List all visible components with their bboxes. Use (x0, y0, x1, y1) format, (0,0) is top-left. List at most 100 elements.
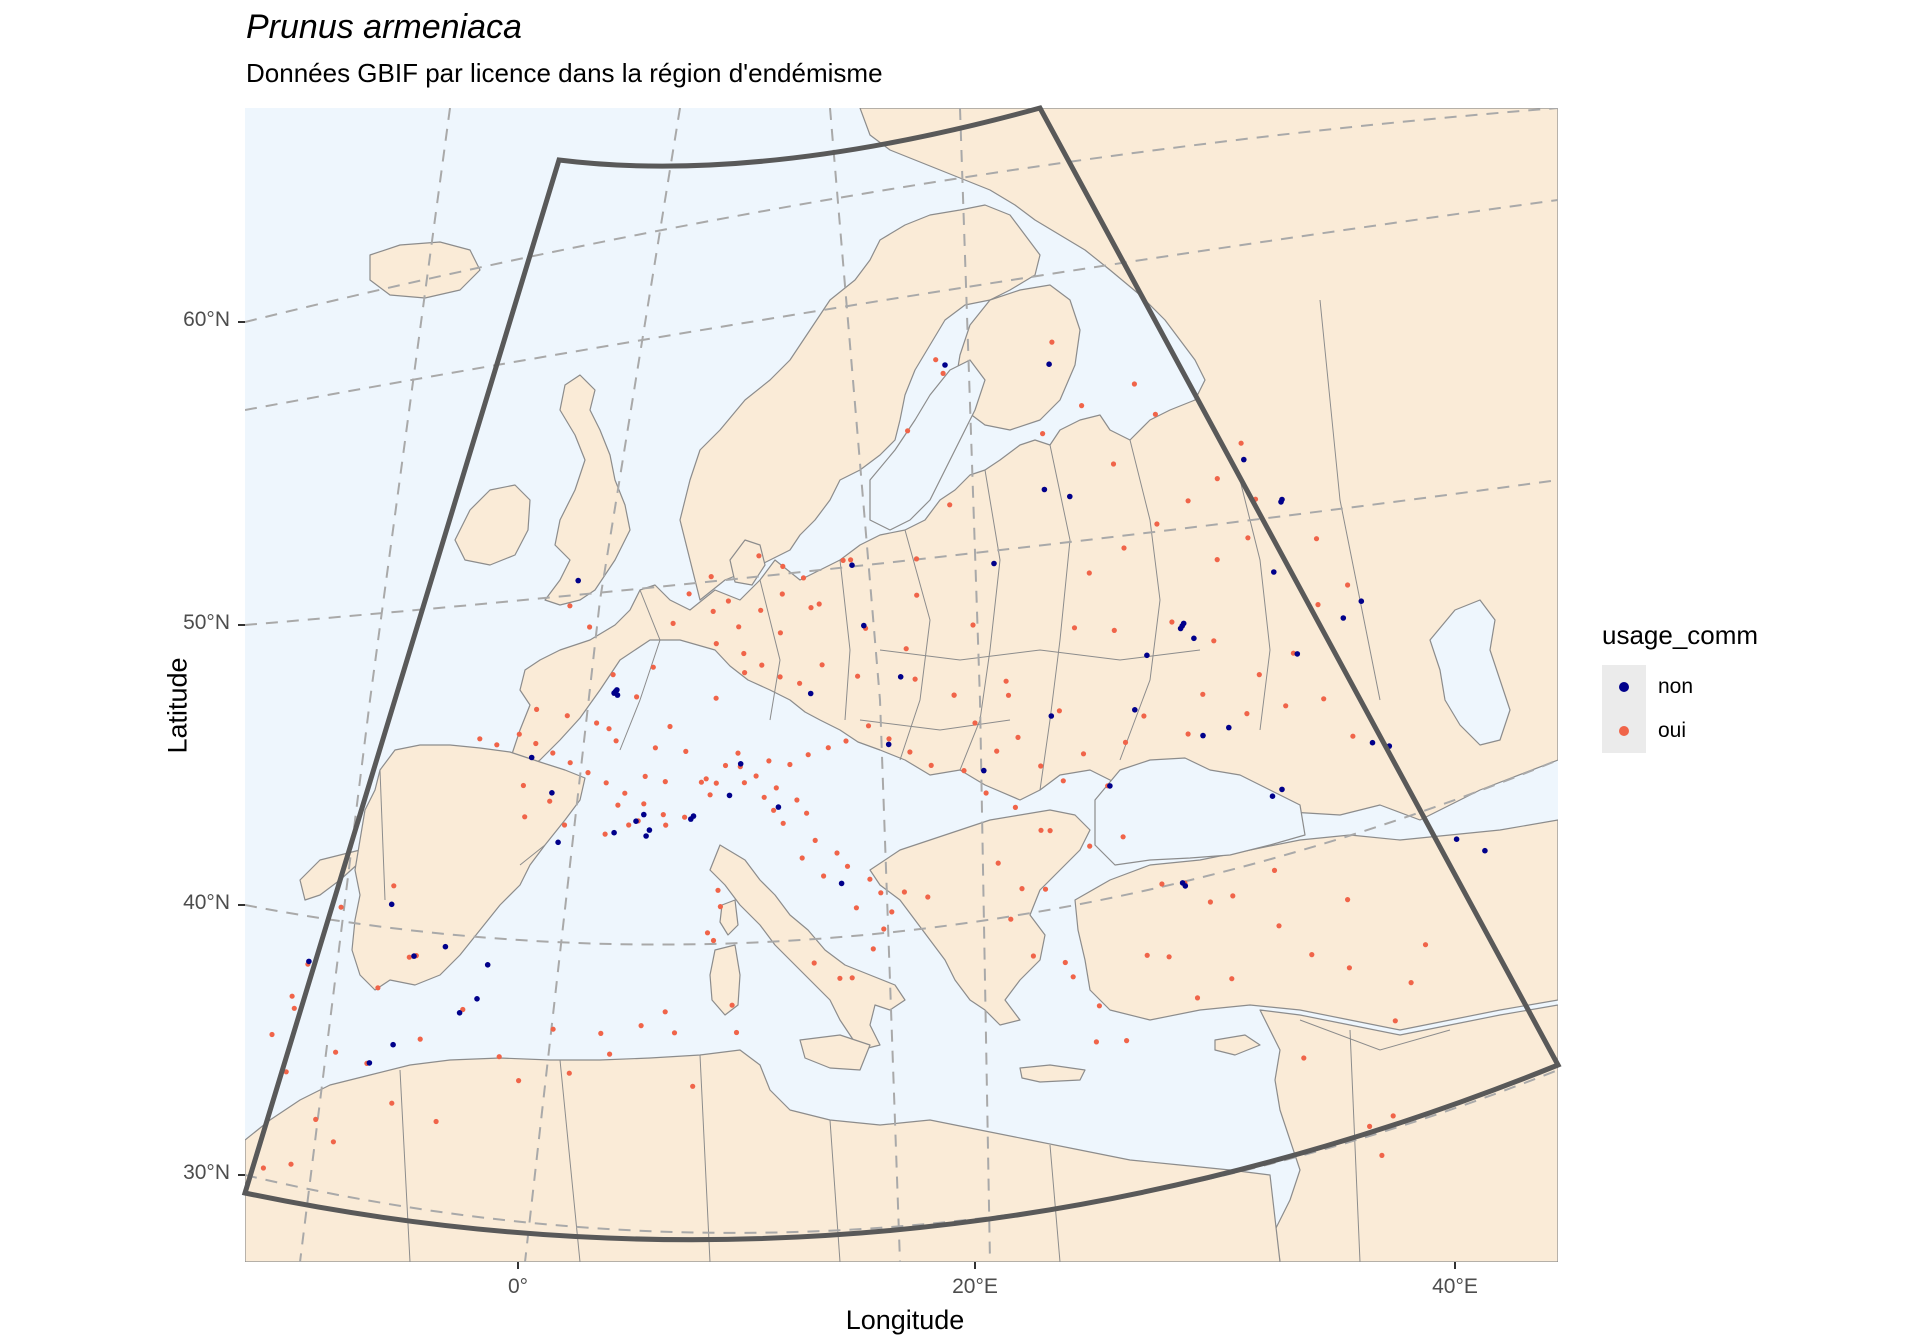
occurrence-point-oui (756, 553, 762, 559)
legend-title: usage_comm (1602, 620, 1759, 650)
occurrence-point-non (306, 958, 312, 965)
occurrence-point-oui (269, 1031, 275, 1038)
occurrence-point-oui (805, 752, 811, 758)
occurrence-point-oui (940, 370, 946, 376)
occurrence-point-oui (598, 1030, 604, 1036)
occurrence-point-non (614, 692, 621, 698)
occurrence-point-non (646, 827, 653, 833)
occurrence-point-non (737, 761, 744, 767)
occurrence-point-oui (703, 776, 709, 782)
occurrence-point-non (1048, 713, 1055, 719)
occurrence-point-non (1046, 361, 1052, 368)
occurrence-point-oui (729, 1002, 735, 1008)
land-sicily (799, 1034, 871, 1071)
occurrence-point-oui (889, 909, 895, 915)
graticule-lon-minus10 (299, 108, 451, 1262)
occurrence-point-oui (1040, 431, 1046, 437)
occurrence-point-oui (1230, 893, 1236, 899)
occurrence-point-oui (516, 1078, 522, 1084)
occurrence-point-non (456, 1010, 463, 1016)
occurrence-point-oui (1313, 536, 1320, 542)
occurrence-point-non (1279, 786, 1285, 793)
occurrence-point-oui (234, 1224, 239, 1229)
occurrence-point-non (1271, 569, 1277, 575)
land-north-africa (245, 1049, 1281, 1262)
occurrence-point-oui (1003, 678, 1009, 684)
land-cyprus (1214, 1034, 1261, 1056)
graticule-lon-10 (829, 108, 901, 1262)
occurrence-point-oui (1062, 959, 1068, 966)
occurrence-point-oui (594, 720, 600, 726)
occurrence-point-oui (288, 1161, 294, 1167)
occurrence-point-oui (1079, 403, 1085, 409)
occurrence-point-oui (777, 630, 784, 636)
occurrence-point-oui (787, 761, 793, 768)
x-tick-0: 0° (507, 1275, 529, 1298)
occurrence-point-non (411, 953, 417, 959)
land-scandinavia (679, 204, 1041, 601)
land-sardinia (709, 944, 741, 1016)
occurrence-point-oui (683, 748, 689, 755)
occurrence-point-oui (834, 850, 840, 856)
occurrence-point-oui (338, 904, 344, 910)
occurrence-point-oui (391, 883, 397, 889)
occurrence-point-oui (808, 605, 814, 611)
legend-key-oui (1602, 709, 1646, 753)
occurrences-oui (234, 339, 1429, 1229)
occurrence-point-oui (1071, 625, 1078, 631)
occurrence-point-oui (567, 760, 573, 766)
occurrence-point-oui (1207, 899, 1213, 905)
occurrence-point-oui (1214, 557, 1220, 563)
occurrence-point-oui (1185, 498, 1191, 504)
occurrence-point-oui (534, 706, 540, 713)
occurrence-point-oui (610, 672, 616, 678)
occurrence-point-oui (1008, 916, 1014, 922)
occurrence-point-oui (433, 1118, 439, 1125)
occurrence-point-oui (878, 890, 884, 896)
occurrence-point-oui (389, 1100, 395, 1106)
occurrence-point-non (643, 833, 649, 839)
occurrence-point-oui (1301, 1055, 1307, 1061)
occurrence-point-non (885, 741, 892, 748)
legend: usage_comm non oui (1602, 620, 1758, 753)
occurrence-point-oui (1120, 834, 1126, 840)
occurrence-point-oui (522, 814, 528, 820)
occurrence-point-oui (650, 664, 656, 670)
occurrence-point-oui (1005, 692, 1012, 698)
occurrence-point-non (528, 754, 535, 761)
occurrence-point-oui (567, 603, 573, 609)
occurrence-point-oui (925, 894, 931, 900)
legend-key-non (1602, 665, 1646, 709)
occurrence-point-oui (970, 622, 976, 628)
occurrence-point-oui (494, 742, 500, 748)
occurrence-point-oui (607, 1051, 613, 1057)
occurrence-point-oui (406, 954, 412, 960)
occurrence-point-non (575, 577, 581, 584)
occurrence-point-oui (759, 662, 765, 668)
land-denmark (729, 539, 766, 586)
occurrence-point-oui (1060, 778, 1066, 784)
occurrence-point-non (838, 880, 845, 887)
occurrence-point-oui (849, 975, 855, 981)
occurrence-point-oui (1070, 974, 1076, 980)
occurrence-point-non (991, 560, 997, 567)
occurrence-point-oui (1276, 923, 1282, 929)
caspian-sea (1429, 599, 1511, 746)
occurrence-point-non (1067, 493, 1073, 500)
occurrence-point-non (1191, 635, 1197, 642)
occurrence-point-oui (848, 557, 854, 563)
occurrence-point-oui (1214, 476, 1220, 482)
occurrence-point-oui (1350, 733, 1356, 739)
occurrence-point-oui (753, 773, 759, 779)
land-finland (954, 284, 1081, 431)
occurrence-point-oui (742, 670, 748, 676)
occurrence-point-non (981, 767, 987, 774)
land-italy (709, 844, 906, 1051)
occurrence-point-oui (1200, 691, 1206, 697)
occurrence-point-oui (686, 591, 692, 597)
occurrence-point-oui (603, 780, 609, 786)
occurrence-point-oui (816, 601, 822, 607)
occurrence-point-oui (670, 620, 676, 627)
occurrence-point-oui (682, 814, 688, 820)
graticule-lat-40 (245, 759, 1558, 946)
